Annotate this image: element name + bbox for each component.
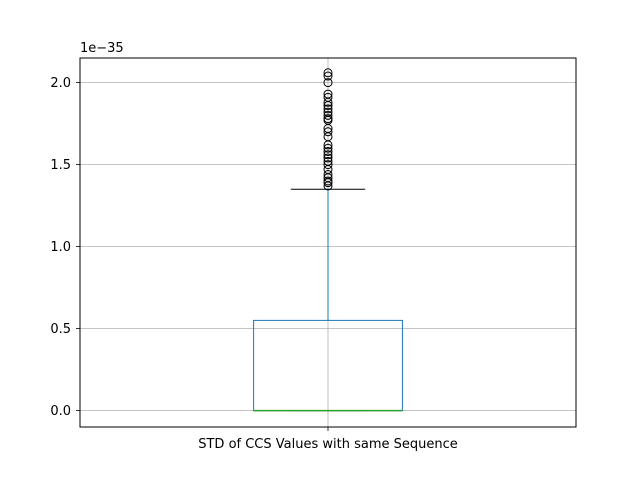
outlier-point: [323, 107, 333, 117]
y-tick-label: 1.0: [50, 240, 71, 255]
y-tick-label: 1.5: [50, 158, 71, 173]
outlier-point: [323, 143, 333, 153]
outlier-point: [323, 92, 333, 102]
outlier-point: [323, 153, 333, 163]
y-tick-label: 2.0: [50, 76, 71, 91]
y-axis-offset-label: 1e−35: [80, 41, 124, 56]
outlier-point: [323, 89, 333, 99]
box-plot-elements: [253, 68, 403, 412]
axis-ticks: 0.0 0.5 1.0 1.5 2.0 STD of CCS Values with sa…: [50, 76, 457, 452]
outlier-point: [323, 127, 333, 137]
outlier-point: [323, 78, 333, 88]
outlier-point: [323, 146, 333, 156]
outlier-point: [323, 68, 333, 78]
outlier-point: [323, 160, 333, 170]
y-tick-label: 0.0: [50, 404, 71, 419]
outlier-point: [323, 71, 333, 81]
x-tick-label: STD of CCS Values with same Sequence: [198, 437, 458, 452]
y-tick-label: 0.5: [50, 322, 71, 337]
outlier-point: [323, 150, 333, 160]
outlier-point: [323, 156, 333, 166]
outlier-point: [323, 104, 333, 114]
outlier-point: [323, 110, 333, 120]
outlier-point: [323, 176, 333, 186]
outlier-point: [323, 169, 333, 179]
outlier-point: [323, 114, 333, 124]
